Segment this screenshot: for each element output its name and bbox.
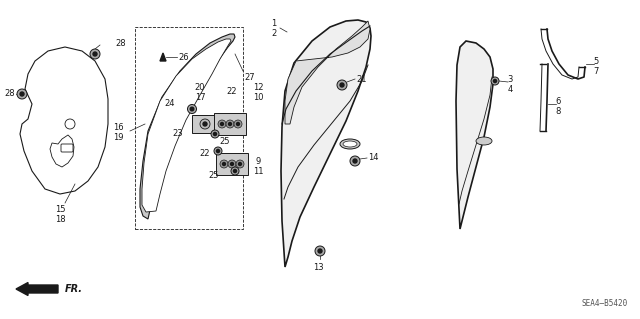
Circle shape — [203, 122, 207, 126]
Circle shape — [93, 52, 97, 56]
Text: 28: 28 — [4, 90, 15, 99]
Text: 25: 25 — [209, 172, 220, 181]
Circle shape — [65, 119, 75, 129]
Text: 28: 28 — [115, 39, 125, 48]
Text: FR.: FR. — [65, 284, 83, 294]
Text: 6: 6 — [556, 97, 561, 106]
Circle shape — [230, 162, 234, 166]
FancyBboxPatch shape — [61, 144, 73, 152]
Circle shape — [190, 107, 194, 111]
Text: 22: 22 — [200, 150, 211, 159]
Circle shape — [337, 80, 347, 90]
FancyArrow shape — [16, 283, 58, 295]
Circle shape — [223, 162, 225, 166]
Circle shape — [228, 122, 232, 125]
Circle shape — [493, 79, 497, 83]
Text: 7: 7 — [593, 66, 598, 76]
Text: 3: 3 — [508, 75, 513, 84]
Circle shape — [340, 83, 344, 87]
Bar — [135, 27, 243, 229]
Text: 18: 18 — [54, 214, 65, 224]
Polygon shape — [50, 135, 74, 167]
FancyBboxPatch shape — [214, 113, 246, 135]
Ellipse shape — [343, 141, 357, 147]
Text: 9: 9 — [255, 157, 260, 166]
Text: 2: 2 — [271, 29, 276, 39]
Circle shape — [491, 77, 499, 85]
Polygon shape — [142, 39, 231, 212]
Text: 8: 8 — [556, 108, 561, 116]
Text: 25: 25 — [220, 137, 230, 145]
Polygon shape — [281, 20, 371, 267]
FancyBboxPatch shape — [192, 115, 218, 133]
Circle shape — [214, 147, 222, 155]
Polygon shape — [285, 21, 370, 124]
Text: 1: 1 — [271, 19, 276, 28]
Text: 22: 22 — [227, 86, 237, 95]
Circle shape — [239, 162, 241, 166]
Text: 23: 23 — [173, 130, 183, 138]
FancyBboxPatch shape — [216, 153, 248, 175]
Circle shape — [213, 132, 216, 136]
Text: SEA4–B5420: SEA4–B5420 — [582, 300, 628, 308]
Circle shape — [236, 160, 244, 168]
Ellipse shape — [340, 139, 360, 149]
Circle shape — [188, 105, 196, 114]
Text: 17: 17 — [195, 93, 205, 101]
Text: 19: 19 — [113, 132, 124, 142]
Text: 16: 16 — [113, 122, 124, 131]
Circle shape — [220, 160, 228, 168]
Text: 14: 14 — [368, 152, 378, 161]
Text: 13: 13 — [313, 263, 323, 271]
Circle shape — [200, 119, 210, 129]
Circle shape — [228, 160, 236, 168]
Circle shape — [216, 149, 220, 152]
Circle shape — [315, 246, 325, 256]
Text: 4: 4 — [508, 85, 513, 93]
Circle shape — [318, 249, 322, 253]
Circle shape — [350, 156, 360, 166]
Text: 26: 26 — [178, 53, 189, 62]
Polygon shape — [140, 34, 235, 219]
Text: 24: 24 — [164, 100, 175, 108]
Circle shape — [17, 89, 27, 99]
Text: 5: 5 — [593, 56, 598, 65]
Circle shape — [20, 92, 24, 96]
Circle shape — [231, 167, 239, 175]
Circle shape — [234, 169, 237, 173]
Circle shape — [221, 122, 223, 125]
Circle shape — [218, 120, 226, 128]
Polygon shape — [456, 41, 493, 229]
Polygon shape — [160, 53, 166, 61]
Polygon shape — [20, 47, 108, 194]
Text: 10: 10 — [253, 93, 263, 101]
Circle shape — [90, 49, 100, 59]
Circle shape — [234, 120, 242, 128]
Text: 27: 27 — [244, 72, 255, 81]
Circle shape — [211, 130, 219, 138]
Text: 15: 15 — [55, 204, 65, 213]
Text: 21: 21 — [356, 75, 367, 84]
Text: 20: 20 — [195, 83, 205, 92]
Text: 12: 12 — [253, 83, 263, 92]
Ellipse shape — [476, 137, 492, 145]
Circle shape — [226, 120, 234, 128]
Circle shape — [353, 159, 357, 163]
Circle shape — [237, 122, 239, 125]
Text: 11: 11 — [253, 167, 263, 175]
